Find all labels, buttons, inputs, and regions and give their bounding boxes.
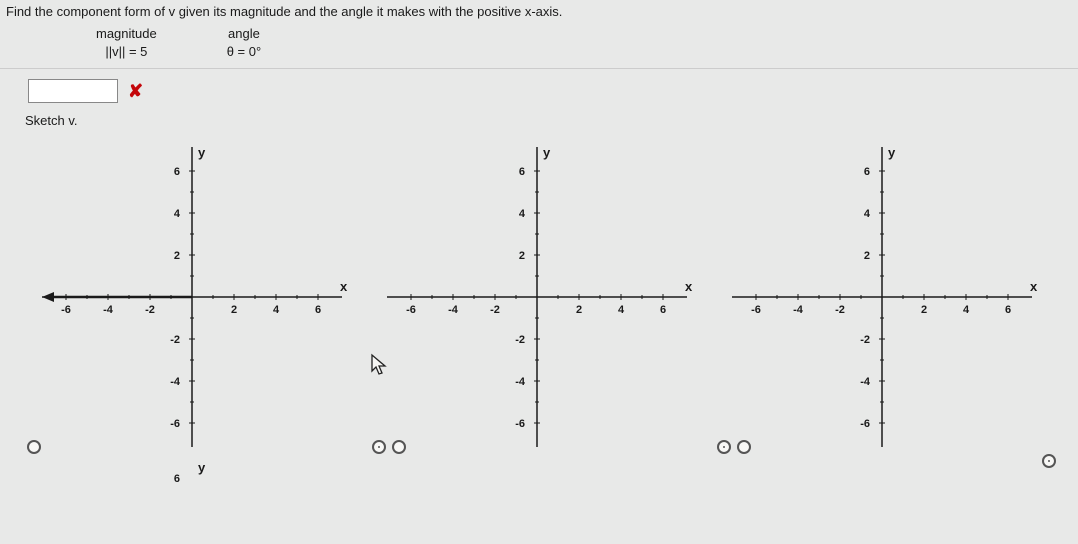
svg-text:2: 2	[921, 304, 927, 316]
svg-text:-6: -6	[515, 418, 525, 430]
svg-text:6: 6	[315, 304, 321, 316]
axes-plot-a: -6 -4 -2 2 4 6 6 4 2 -	[25, 132, 360, 482]
svg-text:-2: -2	[835, 304, 845, 316]
svg-text:4: 4	[174, 208, 181, 220]
question-prompt: Find the component form of v given its m…	[0, 0, 1078, 69]
svg-text:-2: -2	[490, 304, 500, 316]
svg-text:-4: -4	[860, 376, 871, 388]
svg-text:-2: -2	[145, 304, 155, 316]
svg-text:4: 4	[519, 208, 526, 220]
axes-plot-b: -6 -4 -2 2 4 6 6 4 2 -2 -4	[370, 132, 705, 482]
sketch-label: Sketch v.	[25, 113, 1078, 128]
radio-option-c[interactable]	[717, 440, 751, 454]
axes-plot-c: -6 -4 -2 2 4 6 6 4 2 -2 -4	[715, 132, 1050, 482]
svg-text:4: 4	[864, 208, 871, 220]
radio-circle-icon	[27, 440, 41, 454]
magnitude-column: magnitude ||v|| = 5	[96, 25, 157, 60]
svg-text:2: 2	[174, 250, 180, 262]
svg-text:y: y	[888, 145, 896, 160]
svg-text:4: 4	[963, 304, 970, 316]
svg-text:-4: -4	[103, 304, 114, 316]
svg-text:y: y	[198, 460, 206, 475]
svg-text:-2: -2	[515, 334, 525, 346]
svg-text:-6: -6	[860, 418, 870, 430]
svg-text:6: 6	[864, 166, 870, 178]
parameters: magnitude ||v|| = 5 angle θ = 0°	[96, 25, 1072, 60]
svg-text:x: x	[685, 279, 693, 294]
svg-text:-4: -4	[793, 304, 804, 316]
svg-text:-4: -4	[170, 376, 181, 388]
svg-text:4: 4	[273, 304, 280, 316]
svg-text:-6: -6	[751, 304, 761, 316]
plots-row: -6 -4 -2 2 4 6 6 4 2 -	[0, 128, 1078, 482]
svg-text:4: 4	[618, 304, 625, 316]
answer-input[interactable]	[28, 79, 118, 103]
svg-text:2: 2	[519, 250, 525, 262]
svg-text:x: x	[1030, 279, 1038, 294]
svg-text:-4: -4	[448, 304, 459, 316]
svg-text:6: 6	[1005, 304, 1011, 316]
answer-row: ✘	[28, 79, 1078, 103]
svg-text:-2: -2	[170, 334, 180, 346]
svg-text:-6: -6	[61, 304, 71, 316]
angle-column: angle θ = 0°	[227, 25, 261, 60]
svg-text:y: y	[543, 145, 551, 160]
svg-text:2: 2	[576, 304, 582, 316]
radio-circle-icon	[392, 440, 406, 454]
svg-text:-6: -6	[406, 304, 416, 316]
radio-option-a[interactable]	[27, 440, 41, 454]
info-icon[interactable]	[1042, 450, 1056, 468]
prompt-text: Find the component form of v given its m…	[6, 4, 562, 19]
svg-text:-2: -2	[860, 334, 870, 346]
radio-circle-icon	[737, 440, 751, 454]
magnitude-label: magnitude	[96, 25, 157, 43]
radio-option-b[interactable]	[372, 440, 406, 454]
svg-text:6: 6	[519, 166, 525, 178]
magnitude-value: ||v|| = 5	[96, 43, 157, 61]
svg-text:-4: -4	[515, 376, 526, 388]
radio-dot-icon	[717, 440, 731, 454]
svg-text:y: y	[198, 145, 206, 160]
svg-text:x: x	[340, 279, 348, 294]
svg-text:-6: -6	[170, 418, 180, 430]
svg-text:6: 6	[174, 166, 180, 178]
svg-text:6: 6	[174, 473, 180, 482]
plot-option-c[interactable]: -6 -4 -2 2 4 6 6 4 2 -2 -4	[715, 132, 1050, 482]
svg-text:2: 2	[864, 250, 870, 262]
plot-option-a[interactable]: -6 -4 -2 2 4 6 6 4 2 -	[25, 132, 360, 482]
svg-text:2: 2	[231, 304, 237, 316]
angle-value: θ = 0°	[227, 43, 261, 61]
wrong-icon: ✘	[128, 81, 143, 102]
plot-option-b[interactable]: -6 -4 -2 2 4 6 6 4 2 -2 -4	[370, 132, 705, 482]
angle-label: angle	[227, 25, 261, 43]
svg-text:6: 6	[660, 304, 666, 316]
radio-dot-icon	[372, 440, 386, 454]
